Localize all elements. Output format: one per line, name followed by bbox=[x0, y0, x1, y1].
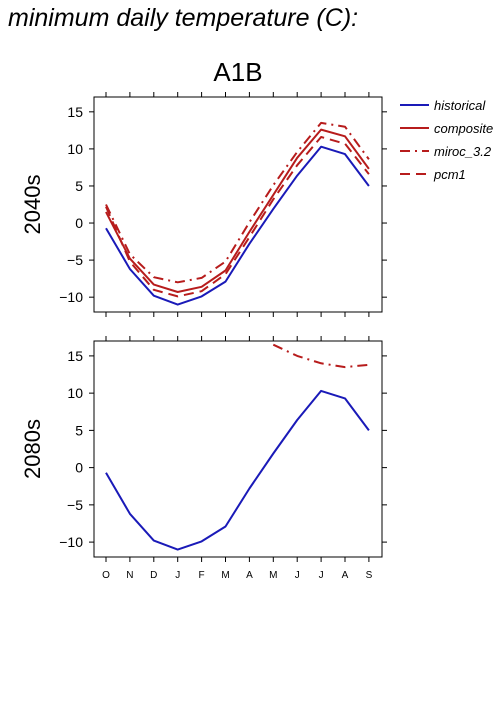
panel-frame bbox=[93, 96, 383, 313]
series-line-composite bbox=[105, 128, 370, 293]
panel-row-label: 2040s bbox=[20, 175, 45, 235]
y-tick-label: 10 bbox=[67, 385, 83, 401]
panel-2040s: 2040s −10 −5 0 5 10 15 bbox=[20, 92, 387, 317]
legend-label: composite bbox=[434, 121, 493, 136]
y-tick-label: 5 bbox=[75, 422, 83, 438]
y-tick-label: 5 bbox=[75, 178, 83, 194]
x-tick-label: A bbox=[246, 570, 253, 581]
panel-frame bbox=[93, 340, 383, 558]
series-line-miroc-3-2 bbox=[272, 343, 369, 369]
x-tick-label: J bbox=[319, 570, 324, 581]
x-tick-label: M bbox=[269, 570, 277, 581]
series-line-pcm1 bbox=[105, 136, 370, 298]
y-tick-label: −5 bbox=[67, 252, 83, 268]
x-tick-label: J bbox=[295, 570, 300, 581]
page-title: minimum daily temperature (C): bbox=[8, 4, 359, 32]
x-tick-label: A bbox=[342, 570, 349, 581]
series-line-miroc-3-2 bbox=[105, 121, 370, 284]
x-tick-label: O bbox=[102, 570, 110, 581]
y-tick-label: −10 bbox=[59, 534, 83, 550]
y-tick-label: 15 bbox=[67, 348, 83, 364]
scenario-title: A1B bbox=[213, 57, 262, 87]
x-tick-label: D bbox=[150, 570, 157, 581]
legend-label: historical bbox=[434, 98, 486, 113]
legend: historical composite miroc_3.2 pcm1 bbox=[400, 98, 493, 182]
y-tick-label: 0 bbox=[75, 215, 83, 231]
x-tick-label: N bbox=[126, 570, 133, 581]
legend-label: pcm1 bbox=[433, 167, 466, 182]
y-tick-label: 0 bbox=[75, 460, 83, 476]
y-tick-label: 15 bbox=[67, 104, 83, 120]
y-tick-label: −5 bbox=[67, 497, 83, 513]
x-tick-label: S bbox=[366, 570, 373, 581]
x-tick-label: J bbox=[175, 570, 180, 581]
y-tick-label: 10 bbox=[67, 141, 83, 157]
series-line-historical bbox=[105, 389, 370, 551]
x-tick-label: F bbox=[199, 570, 205, 581]
panel-2080s: 2080s −10 −5 0 5 10 15 O N D J F M A M J J A S bbox=[20, 336, 387, 581]
y-tick-label: −10 bbox=[59, 289, 83, 305]
series-line-historical bbox=[105, 145, 370, 306]
x-tick-label: M bbox=[221, 570, 229, 581]
legend-label: miroc_3.2 bbox=[434, 144, 492, 159]
panel-row-label: 2080s bbox=[20, 419, 45, 479]
